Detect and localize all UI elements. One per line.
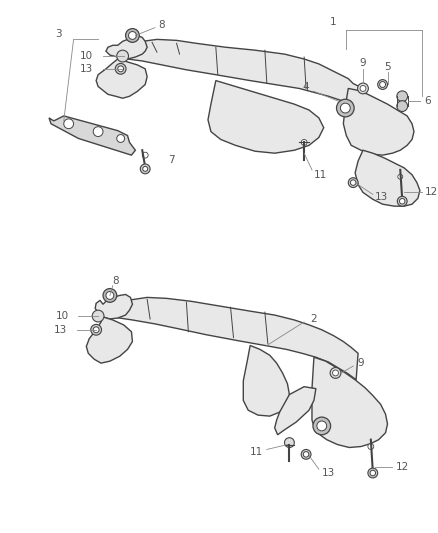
Circle shape [128,31,136,39]
Text: 11: 11 [250,447,263,457]
Text: 11: 11 [314,170,327,180]
Polygon shape [208,80,324,153]
Text: 12: 12 [396,462,409,472]
Text: 5: 5 [384,62,391,72]
Text: 8: 8 [159,20,165,30]
Polygon shape [95,294,132,319]
Text: 13: 13 [375,192,388,203]
Polygon shape [127,39,368,116]
Circle shape [64,119,74,128]
Polygon shape [106,36,147,59]
Circle shape [317,421,327,431]
Circle shape [330,368,341,378]
Circle shape [398,174,403,179]
Polygon shape [243,345,290,416]
Circle shape [117,134,124,142]
Circle shape [91,325,102,335]
Circle shape [368,468,378,478]
Circle shape [106,292,114,300]
Circle shape [357,83,368,94]
Polygon shape [86,317,132,363]
Text: 10: 10 [80,51,93,61]
Text: 12: 12 [425,188,438,197]
Text: 13: 13 [53,325,67,335]
Text: 4: 4 [303,83,309,92]
Circle shape [332,370,339,376]
Circle shape [301,140,307,146]
Text: 2: 2 [310,314,317,324]
Circle shape [93,327,99,333]
Circle shape [140,164,150,174]
Text: 13: 13 [322,468,335,478]
Polygon shape [343,88,414,155]
Circle shape [336,99,354,117]
Circle shape [118,66,124,72]
Circle shape [117,50,128,62]
Polygon shape [96,59,147,98]
Text: 7: 7 [168,155,175,165]
Circle shape [368,443,374,449]
Circle shape [378,79,388,90]
Polygon shape [275,386,316,435]
Circle shape [143,166,148,171]
Text: 9: 9 [357,358,364,368]
Text: 9: 9 [360,58,366,68]
Circle shape [92,310,104,322]
Circle shape [142,152,148,158]
Circle shape [380,82,385,87]
Circle shape [285,438,294,448]
Circle shape [115,63,126,74]
Circle shape [397,196,407,206]
Circle shape [360,85,366,91]
Circle shape [348,177,358,188]
Text: 13: 13 [80,64,93,74]
Polygon shape [355,150,420,206]
Polygon shape [312,357,388,448]
Circle shape [301,449,311,459]
Polygon shape [113,297,358,380]
Circle shape [93,127,103,136]
Circle shape [340,103,350,113]
Text: 1: 1 [330,17,337,27]
Polygon shape [49,116,135,155]
Text: 6: 6 [424,96,431,106]
Circle shape [350,180,356,185]
Circle shape [370,470,375,476]
Circle shape [313,417,331,435]
Text: 3: 3 [56,29,62,39]
Circle shape [399,198,405,204]
Circle shape [103,288,117,302]
Circle shape [304,451,309,457]
Circle shape [397,101,408,111]
Text: 8: 8 [113,276,119,286]
Circle shape [126,29,139,42]
Circle shape [397,91,408,102]
Text: 10: 10 [56,311,69,321]
